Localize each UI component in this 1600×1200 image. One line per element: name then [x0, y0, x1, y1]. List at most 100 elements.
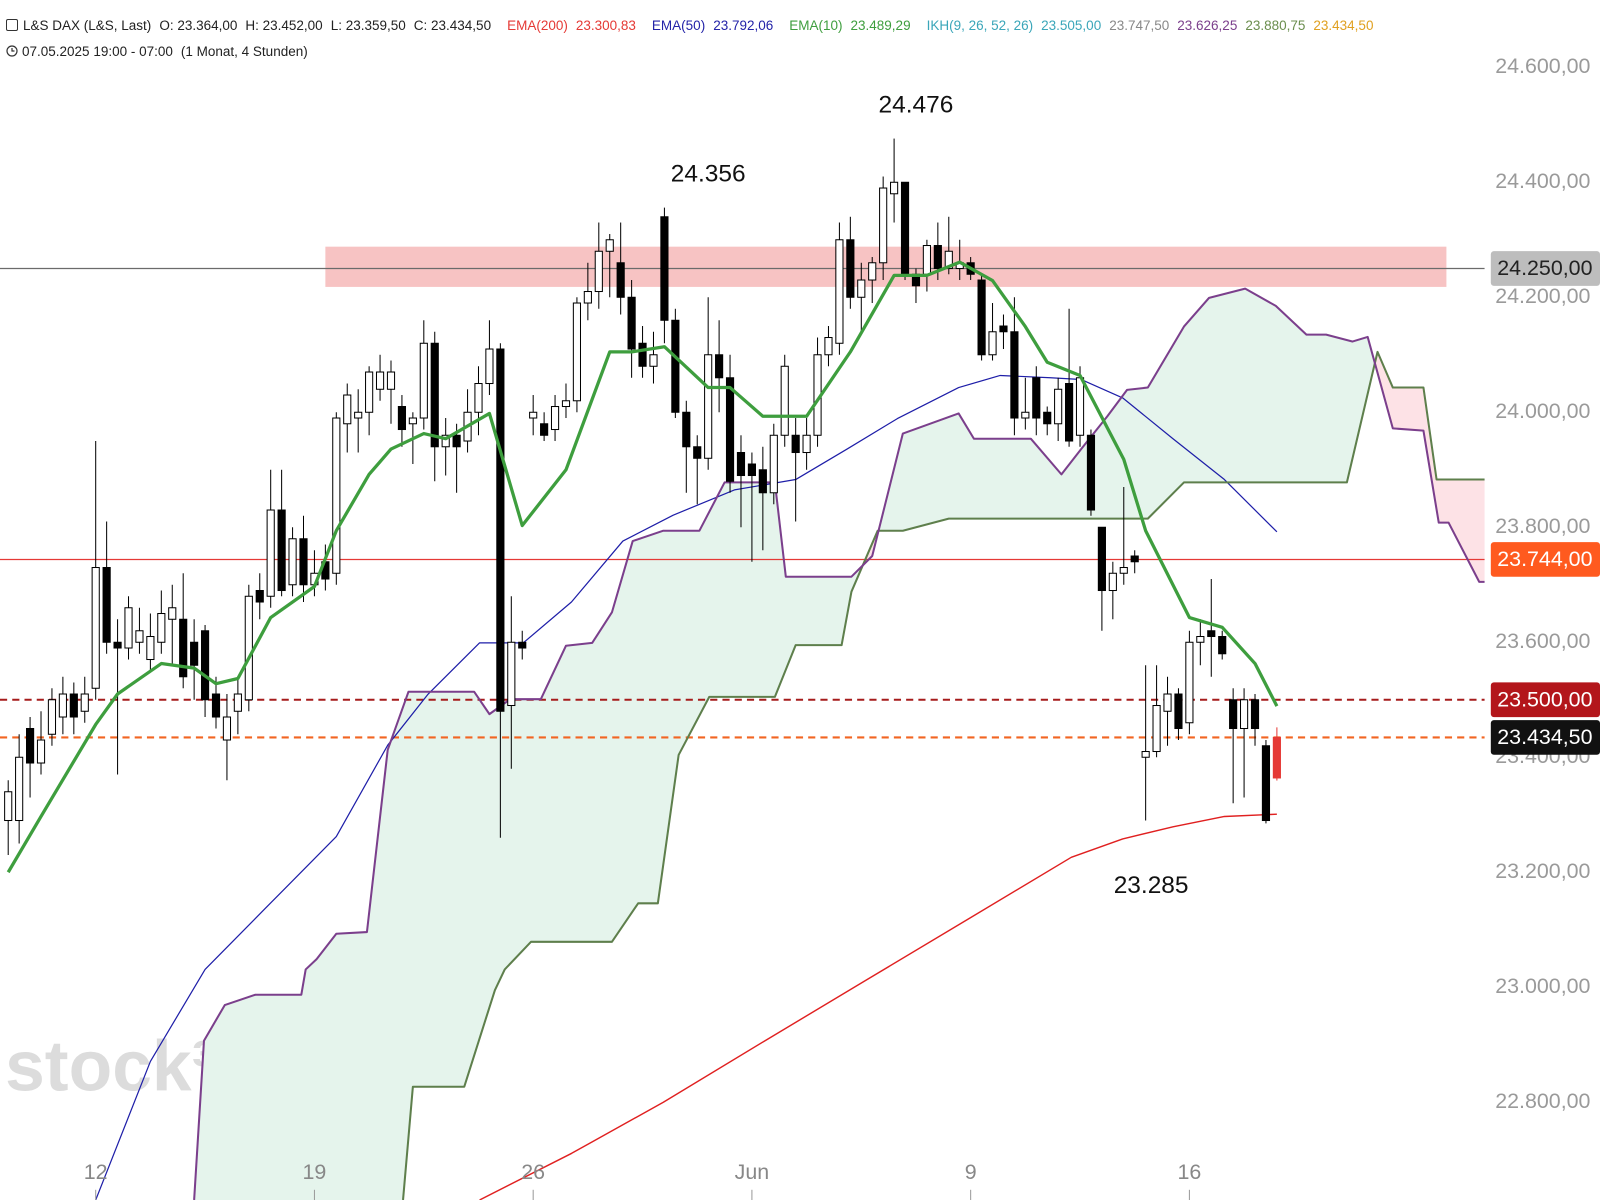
candle-body — [1010, 331, 1019, 419]
price-tag-label: 23.744,00 — [1497, 547, 1592, 571]
candle-body — [452, 434, 461, 448]
candle-body — [1108, 572, 1117, 592]
candle-body — [922, 245, 931, 275]
candle-body — [900, 181, 910, 275]
candle-body — [222, 716, 232, 741]
candle-body — [408, 417, 417, 425]
ichimoku-line — [193, 287, 1485, 1200]
candle-body — [1075, 377, 1085, 436]
candle-body — [419, 342, 428, 419]
candle-body — [649, 354, 658, 367]
candle-body — [627, 296, 636, 350]
candle-body — [1065, 383, 1074, 442]
candle-body — [1043, 411, 1052, 425]
candle-body — [999, 325, 1008, 333]
price-tag-label: 23.500,00 — [1497, 687, 1592, 711]
overlay: 24.356 24.476 23.285 22.800,00 23.000,00 23.2… — [84, 54, 1600, 1200]
candle-body — [747, 463, 756, 477]
indicator-value: 23.747,50 — [1109, 18, 1170, 33]
candle-body — [988, 331, 997, 356]
candle-body — [682, 411, 691, 448]
candle-body — [725, 377, 735, 482]
candle-body — [715, 354, 724, 379]
candle-body — [58, 693, 67, 718]
candle-body — [605, 239, 614, 252]
interval: (1 Monat, 4 Stunden) — [180, 44, 308, 59]
cloud-fill — [194, 482, 863, 1200]
candle-body — [288, 538, 297, 586]
candle-body — [693, 446, 702, 459]
price-tag — [1490, 682, 1600, 718]
candle-body — [616, 262, 625, 298]
ema-line — [479, 813, 1277, 1200]
candle-body — [518, 641, 527, 649]
candle-body — [780, 365, 789, 436]
candle-body — [660, 216, 669, 321]
x-tick-label: 9 — [965, 1160, 977, 1184]
ohlc-value: O: 23.364,00 — [159, 18, 238, 33]
cloud-fill — [878, 288, 1375, 531]
candle-body — [1207, 630, 1216, 638]
x-tick-label: Jun — [735, 1160, 770, 1184]
clock-icon — [6, 45, 18, 57]
price-annotation: 23.285 — [1114, 872, 1189, 899]
indicator-value: 23.505,00 — [1041, 18, 1102, 33]
ema-line — [6, 260, 1279, 874]
candle-body — [168, 607, 177, 620]
candle-body — [933, 245, 942, 270]
indicator-name: EMA(10) — [789, 18, 843, 33]
ohlc-value: H: 23.452,00 — [245, 18, 323, 33]
candle-body — [791, 434, 800, 454]
candle-body — [211, 693, 221, 718]
candle-body — [113, 641, 122, 649]
ohlc-value: L: 23.359,50 — [330, 18, 406, 33]
indicator-value: 23.626,25 — [1177, 18, 1238, 33]
candle-body — [583, 291, 592, 304]
candle-body — [332, 417, 341, 574]
candle-body — [857, 279, 866, 298]
candle-body — [496, 348, 505, 712]
candle-body — [1250, 699, 1260, 730]
candle-body — [846, 239, 855, 298]
candle-body — [299, 538, 308, 586]
candle-body — [1086, 434, 1096, 511]
candle-body — [638, 342, 647, 367]
y-tick-label: 24.200,00 — [1495, 284, 1590, 308]
price-annotation: 24.476 — [879, 91, 954, 118]
x-tick-label: 16 — [1177, 1160, 1201, 1184]
y-tick-label: 22.800,00 — [1495, 1089, 1590, 1113]
candle-body — [124, 607, 133, 649]
candle-body — [69, 693, 78, 718]
candle-body — [135, 630, 144, 643]
candle-body — [365, 371, 374, 413]
candle-body — [671, 319, 680, 413]
candle-body — [1174, 693, 1183, 730]
price-tag-label: 23.434,50 — [1497, 725, 1592, 749]
indicator-value: 23.300,83 — [575, 18, 636, 33]
header-line: L&S DAX (L&S, Last) O: 23.364,00 H: 23.452… — [6, 13, 1381, 39]
candle-body — [1054, 388, 1063, 425]
candle-body — [758, 469, 767, 494]
y-tick-label: 24.400,00 — [1495, 169, 1590, 193]
candle-body — [1218, 636, 1227, 655]
period: 07.05.2025 19:00 - 07:00 — [22, 44, 173, 59]
price-tag — [1490, 251, 1600, 286]
candle-body — [1229, 699, 1238, 730]
header: L&S DAX (L&S, Last) O: 23.364,00 H: 23.452… — [6, 13, 1381, 65]
candle-body — [474, 383, 483, 413]
candle-body — [179, 618, 188, 678]
y-tick-label: 23.600,00 — [1495, 629, 1590, 653]
candle-body — [1196, 636, 1205, 643]
candle-body — [244, 595, 253, 701]
price-tag — [1490, 542, 1600, 577]
candle-body — [824, 337, 833, 356]
candle-body — [441, 434, 450, 448]
candle-body — [397, 406, 407, 431]
candle-body — [890, 181, 899, 195]
candle-body — [200, 630, 210, 701]
candle-body — [1185, 641, 1194, 724]
candle-body — [594, 250, 603, 293]
x-tick-label: 26 — [521, 1160, 545, 1184]
